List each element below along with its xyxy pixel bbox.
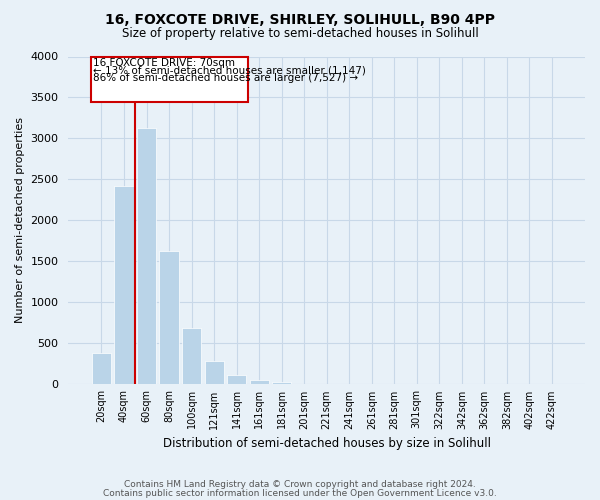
FancyBboxPatch shape bbox=[91, 56, 248, 102]
Bar bbox=[115, 186, 134, 384]
Text: 86% of semi-detached houses are larger (7,527) →: 86% of semi-detached houses are larger (… bbox=[93, 73, 358, 83]
Bar bbox=[160, 251, 179, 384]
Text: Contains HM Land Registry data © Crown copyright and database right 2024.: Contains HM Land Registry data © Crown c… bbox=[124, 480, 476, 489]
Text: Contains public sector information licensed under the Open Government Licence v3: Contains public sector information licen… bbox=[103, 488, 497, 498]
Bar bbox=[250, 380, 269, 384]
Text: ← 13% of semi-detached houses are smaller (1,147): ← 13% of semi-detached houses are smalle… bbox=[93, 66, 366, 76]
X-axis label: Distribution of semi-detached houses by size in Solihull: Distribution of semi-detached houses by … bbox=[163, 437, 491, 450]
Bar bbox=[182, 328, 201, 384]
Bar bbox=[137, 128, 156, 384]
Bar bbox=[92, 354, 111, 384]
Bar bbox=[205, 360, 224, 384]
Bar bbox=[272, 382, 291, 384]
Bar bbox=[227, 374, 246, 384]
Text: Size of property relative to semi-detached houses in Solihull: Size of property relative to semi-detach… bbox=[122, 28, 478, 40]
Y-axis label: Number of semi-detached properties: Number of semi-detached properties bbox=[15, 118, 25, 324]
Text: 16 FOXCOTE DRIVE: 70sqm: 16 FOXCOTE DRIVE: 70sqm bbox=[93, 58, 235, 68]
Text: 16, FOXCOTE DRIVE, SHIRLEY, SOLIHULL, B90 4PP: 16, FOXCOTE DRIVE, SHIRLEY, SOLIHULL, B9… bbox=[105, 12, 495, 26]
